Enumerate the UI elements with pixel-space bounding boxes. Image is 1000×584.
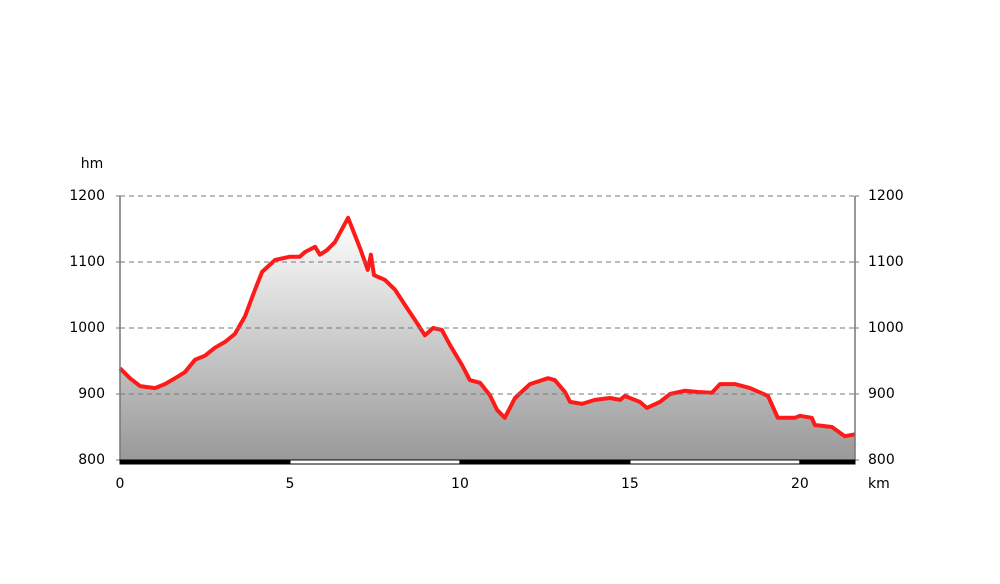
- x-tick-label: 10: [451, 476, 469, 492]
- x-tick-label: 20: [791, 476, 809, 492]
- scale-bar-segment: [629, 459, 801, 465]
- x-axis-label: km: [868, 476, 890, 492]
- y-axis-label: hm: [81, 156, 104, 172]
- y-tick-label: 1200: [69, 188, 105, 204]
- elevation-line: [118, 215, 856, 439]
- area-fill: [120, 217, 855, 460]
- scale-bar-segment: [459, 459, 631, 465]
- y2-tick-label: 800: [868, 452, 895, 468]
- scale-bar-segment: [119, 459, 291, 465]
- y2-tick-label: 1100: [868, 254, 904, 270]
- y2-tick-label: 1000: [868, 320, 904, 336]
- scale-bar-segment: [799, 459, 856, 465]
- x-tick-label: 15: [621, 476, 639, 492]
- y2-tick-label: 900: [868, 386, 895, 402]
- y-tick-label: 1000: [69, 320, 105, 336]
- y-tick-label: 900: [78, 386, 105, 402]
- y-tick-label: 800: [78, 452, 105, 468]
- x-tick-label: 5: [286, 476, 295, 492]
- y2-tick-label: 1200: [868, 188, 904, 204]
- x-tick-label: 0: [116, 476, 125, 492]
- scale-bar-segment: [289, 459, 461, 465]
- y-tick-label: 1100: [69, 254, 105, 270]
